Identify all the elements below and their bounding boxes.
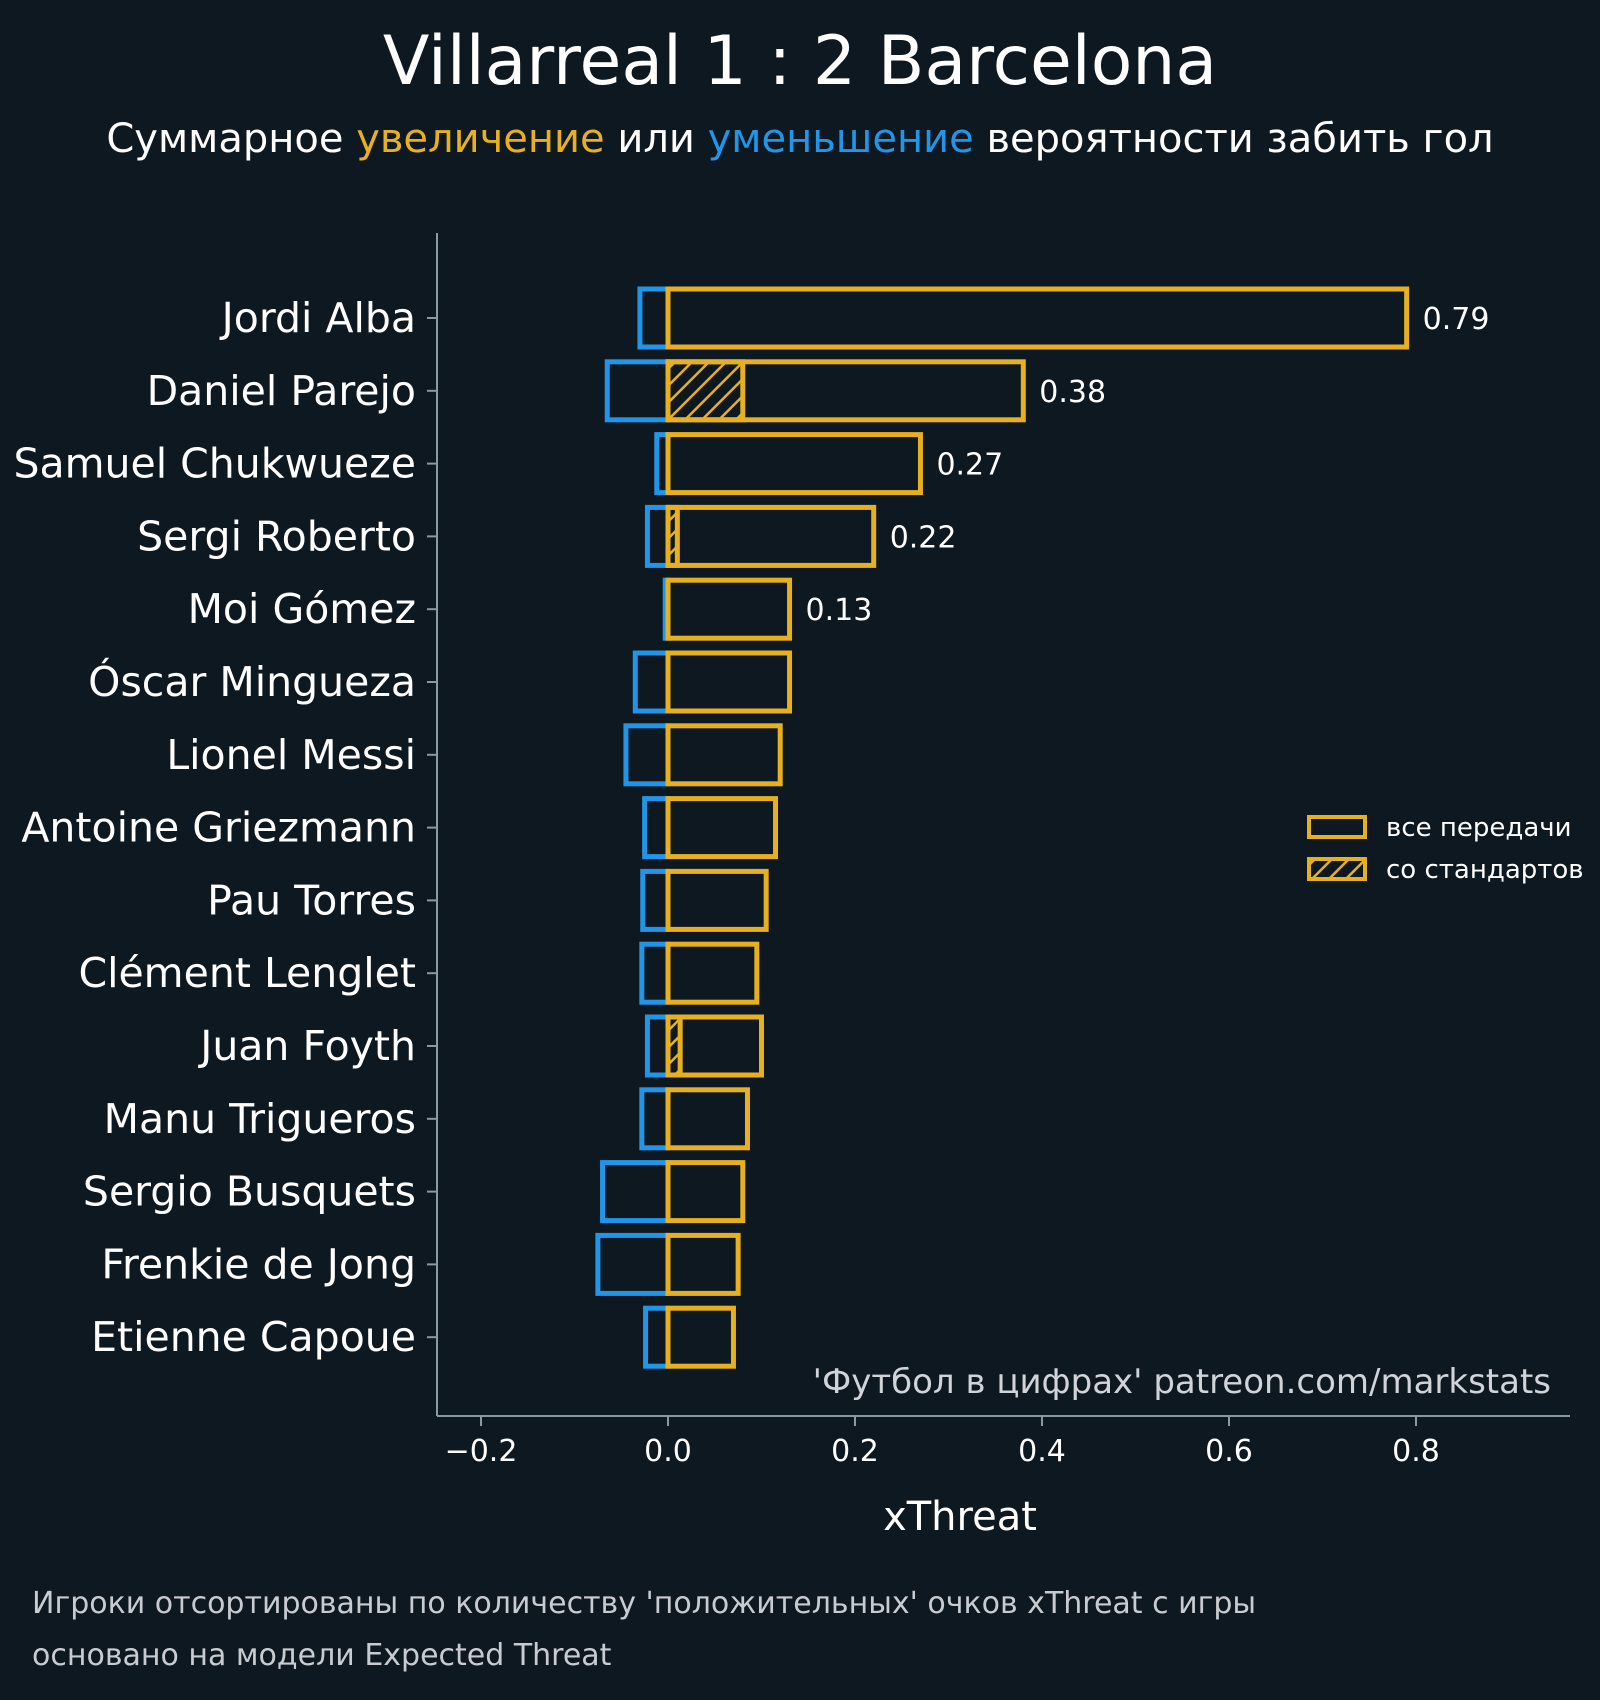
value-label: 0.27: [936, 448, 1003, 483]
value-label: 0.38: [1039, 375, 1106, 410]
bar-positive: [665, 359, 1026, 423]
bar-negative: [639, 941, 671, 1005]
bar-positive: [665, 286, 1410, 350]
bar-negative: [595, 1232, 671, 1296]
bar-negative: [623, 723, 671, 787]
chart-title: Villarreal 1 : 2 Barcelona: [383, 22, 1217, 101]
bar-positive: [665, 577, 793, 641]
x-axis-ticks: −0.2 0.0 0.2 0.4 0.6 0.8: [445, 1416, 1440, 1469]
y-tick-label: Óscar Mingueza: [88, 658, 416, 706]
x-tick-label: 0.2: [831, 1434, 879, 1469]
y-tick-label: Frenkie de Jong: [101, 1240, 416, 1288]
y-tick-label: Etienne Capoue: [91, 1313, 416, 1361]
subtitle-part2: или: [605, 116, 708, 162]
y-tick-label: Manu Trigueros: [104, 1095, 416, 1143]
y-tick-label: Daniel Parejo: [147, 367, 416, 415]
legend-label-all-passes: все передачи: [1386, 813, 1572, 843]
subtitle-increase: увеличение: [356, 116, 604, 162]
bar-positive: [665, 1305, 736, 1369]
y-tick-label: Clément Lenglet: [78, 949, 416, 997]
bar-negative: [640, 868, 671, 932]
x-tick-label: 0.4: [1018, 1434, 1066, 1469]
footnote-line2: основано на модели Expected Threat: [32, 1638, 612, 1673]
value-label: 0.22: [890, 520, 957, 555]
bar-negative: [642, 796, 671, 860]
legend-swatch-set-pieces: [1307, 857, 1367, 881]
bar-negative: [644, 1014, 671, 1078]
value-label: 0.79: [1423, 302, 1490, 337]
bar-negative: [644, 504, 671, 568]
x-tick-label: 0.0: [644, 1434, 692, 1469]
bar-positive: [665, 796, 779, 860]
legend-swatch-all-passes: [1307, 815, 1367, 839]
legend-label-set-pieces: со стандартов: [1386, 855, 1584, 885]
legend: все передачи со стандартов: [1307, 813, 1584, 885]
bar-positive: [665, 1160, 746, 1224]
subtitle-part3: вероятности забить гол: [974, 116, 1494, 162]
bar-negative: [600, 1160, 671, 1224]
bar-positive: [665, 1087, 750, 1151]
bar-negative: [604, 359, 671, 423]
bar-negative: [643, 1305, 671, 1369]
y-tick-label: Samuel Chukwueze: [13, 440, 416, 488]
y-axis-labels: Jordi Alba Daniel Parejo Samuel Chukwueze S…: [13, 294, 437, 1361]
y-tick-label: Pau Torres: [207, 876, 416, 924]
value-labels: 0.79 0.38 0.27 0.22 0.13: [806, 302, 1490, 628]
y-tick-label: Moi Gómez: [188, 585, 416, 633]
bar-positive: [665, 504, 877, 568]
x-tick-label: −0.2: [445, 1434, 518, 1469]
x-axis-title: xThreat: [883, 1494, 1037, 1540]
bar-negative: [637, 286, 671, 350]
bar-positive: [665, 1232, 741, 1296]
y-tick-label: Antoine Griezmann: [21, 804, 416, 852]
y-tick-label: Lionel Messi: [166, 731, 416, 779]
subtitle-decrease: уменьшение: [708, 116, 974, 162]
bar-positive: [665, 432, 923, 496]
bars-group: [595, 286, 1410, 1369]
bar-negative: [632, 650, 671, 714]
y-tick-label: Sergi Roberto: [137, 512, 416, 560]
x-tick-label: 0.8: [1392, 1434, 1440, 1469]
credit-text: 'Футбол в цифрах' patreon.com/markstats: [813, 1362, 1551, 1402]
bar-positive: [665, 868, 769, 932]
y-tick-label: Jordi Alba: [219, 294, 416, 342]
x-tick-label: 0.6: [1205, 1434, 1253, 1469]
value-label: 0.13: [806, 593, 873, 628]
bar-set-pieces: [665, 359, 746, 423]
bar-positive: [665, 650, 793, 714]
subtitle-part1: Суммарное: [106, 116, 356, 162]
y-tick-label: Sergio Busquets: [83, 1168, 416, 1216]
bar-positive: [665, 1014, 764, 1078]
bar-positive: [665, 941, 760, 1005]
footnote-line1: Игроки отсортированы по количеству 'поло…: [32, 1586, 1256, 1621]
bar-negative: [639, 1087, 671, 1151]
bar-positive: [665, 723, 783, 787]
chart-subtitle: Суммарное увеличение или уменьшение веро…: [106, 116, 1493, 162]
y-tick-label: Juan Foyth: [197, 1022, 416, 1070]
